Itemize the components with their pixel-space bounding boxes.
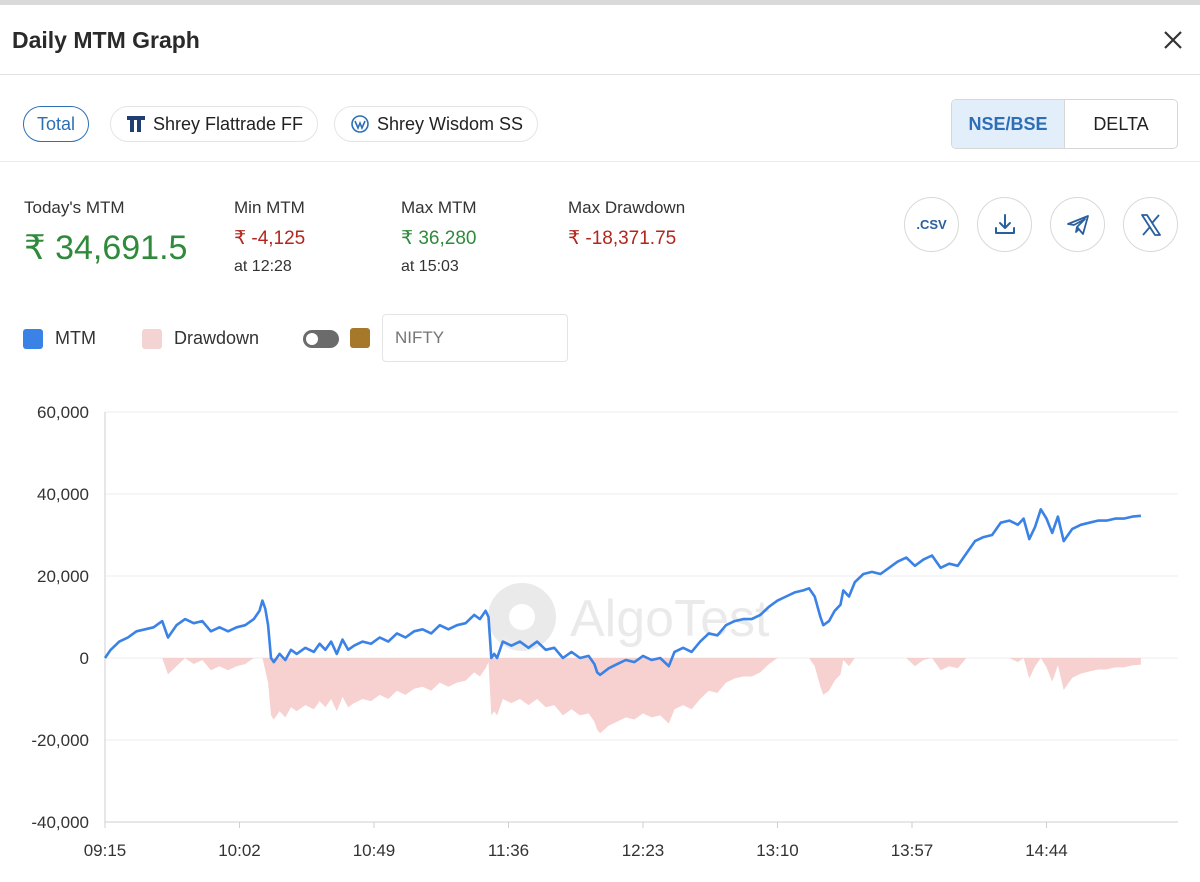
nifty-index-input[interactable] bbox=[382, 314, 568, 362]
stat-label: Max Drawdown bbox=[568, 198, 686, 217]
stat-value: ₹ 36,280 bbox=[401, 228, 477, 249]
stat-label: Max MTM bbox=[401, 198, 477, 217]
x-tick-label: 11:36 bbox=[488, 841, 529, 860]
stat-value: ₹ -18,371.75 bbox=[568, 228, 677, 249]
chart-legend: MTM Drawdown bbox=[0, 314, 1200, 364]
broker-filter-bar: Total Shrey Flattrade FF Shrey Wisdom SS… bbox=[0, 76, 1200, 162]
download-icon bbox=[994, 213, 1015, 234]
close-icon[interactable] bbox=[1158, 25, 1188, 55]
wisdom-logo-icon bbox=[349, 113, 371, 135]
nifty-toggle[interactable] bbox=[303, 330, 339, 348]
x-logo-icon bbox=[1140, 213, 1161, 236]
y-tick-label: 60,000 bbox=[37, 403, 89, 422]
broker-chip-flattrade[interactable]: Shrey Flattrade FF bbox=[110, 106, 319, 142]
stat-label: Min MTM bbox=[234, 198, 305, 217]
svg-text:AlgoTest: AlgoTest bbox=[570, 590, 770, 648]
broker-chip-label: Shrey Wisdom SS bbox=[377, 113, 524, 134]
broker-chip-wisdom[interactable]: Shrey Wisdom SS bbox=[334, 106, 539, 142]
download-button[interactable] bbox=[977, 197, 1032, 252]
stat-label: Today's MTM bbox=[24, 198, 125, 217]
x-tick-label: 12:23 bbox=[622, 841, 665, 860]
x-tick-label: 14:44 bbox=[1025, 841, 1068, 860]
modal-header: Daily MTM Graph bbox=[0, 5, 1200, 75]
y-tick-label: -20,000 bbox=[31, 731, 89, 750]
segment-toggle: NSE/BSE DELTA bbox=[951, 99, 1178, 149]
csv-icon: .CSV bbox=[916, 217, 947, 232]
stat-time: at 15:03 bbox=[401, 258, 459, 275]
mtm-chart: 60,000 40,000 20,000 0 -20,000 -40,000 09:15 10… bbox=[31, 403, 1178, 860]
telegram-share-button[interactable] bbox=[1050, 197, 1105, 252]
stat-max-drawdown: Max Drawdown ₹ -18,371.75 bbox=[568, 198, 685, 250]
y-tick-label: 40,000 bbox=[37, 485, 89, 504]
y-tick-label: -40,000 bbox=[31, 813, 89, 832]
stat-min-mtm: Min MTM ₹ -4,125 at 12:28 bbox=[234, 198, 305, 276]
action-buttons: .CSV bbox=[904, 197, 1196, 252]
flattrade-logo-icon bbox=[125, 113, 147, 135]
x-tick-label: 09:15 bbox=[84, 841, 127, 860]
x-tick-label: 13:57 bbox=[891, 841, 934, 860]
segment-nse-bse[interactable]: NSE/BSE bbox=[952, 100, 1065, 148]
segment-delta[interactable]: DELTA bbox=[1093, 113, 1149, 134]
top-strip bbox=[0, 0, 1200, 5]
page-title: Daily MTM Graph bbox=[12, 27, 200, 53]
stat-todays-mtm: Today's MTM ₹ 34,691.5 bbox=[24, 198, 187, 268]
broker-chip-total[interactable]: Total bbox=[23, 106, 90, 142]
mtm-line bbox=[103, 508, 1142, 677]
algotest-watermark: AlgoTest bbox=[488, 583, 770, 651]
legend-label: Drawdown bbox=[174, 328, 260, 348]
y-tick-label: 20,000 bbox=[37, 567, 89, 586]
stat-max-mtm: Max MTM ₹ 36,280 at 15:03 bbox=[401, 198, 477, 276]
toggle-knob bbox=[306, 333, 318, 345]
legend-item-drawdown[interactable]: Drawdown bbox=[142, 328, 259, 349]
legend-label: MTM bbox=[55, 328, 96, 348]
mtm-swatch bbox=[23, 328, 43, 349]
x-tick-label: 13:10 bbox=[756, 841, 799, 860]
nifty-swatch bbox=[350, 328, 370, 348]
telegram-icon bbox=[1066, 214, 1089, 235]
stat-value: ₹ 34,691.5 bbox=[24, 229, 188, 267]
legend-item-mtm[interactable]: MTM bbox=[23, 328, 96, 349]
drawdown-area bbox=[105, 658, 1141, 734]
stat-value: ₹ -4,125 bbox=[234, 228, 306, 249]
stat-time: at 12:28 bbox=[234, 258, 292, 275]
csv-export-button[interactable]: .CSV bbox=[904, 197, 959, 252]
y-tick-label: 0 bbox=[80, 649, 89, 668]
x-share-button[interactable] bbox=[1123, 197, 1178, 252]
x-tick-label: 10:49 bbox=[353, 841, 396, 860]
broker-chip-label: Shrey Flattrade FF bbox=[153, 113, 304, 134]
broker-chip-label: Total bbox=[37, 113, 76, 134]
x-tick-label: 10:02 bbox=[218, 841, 261, 860]
drawdown-swatch bbox=[142, 328, 162, 349]
